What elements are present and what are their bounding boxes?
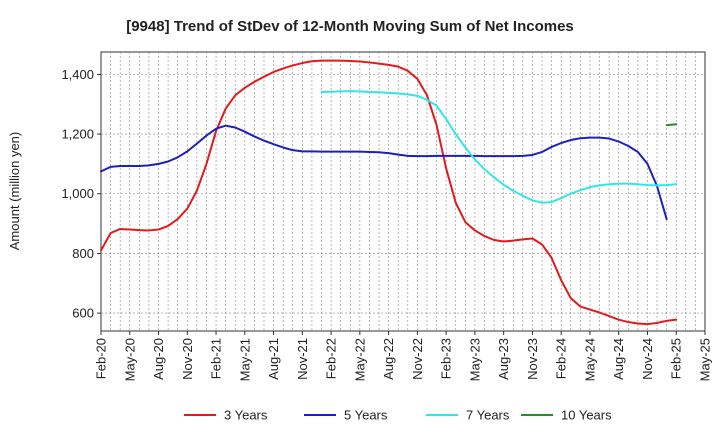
x-tick-label: Aug-23 xyxy=(496,338,511,380)
plot-border xyxy=(100,51,706,332)
legend: 3 Years 5 Years 7 Years 10 Years xyxy=(184,408,612,423)
series-line-7-years xyxy=(320,90,678,204)
y-tick-label: 1,400 xyxy=(61,67,94,82)
series-line-3-years xyxy=(100,59,678,326)
x-tick-label: May-22 xyxy=(352,338,367,381)
legend-label-3-years: 3 Years xyxy=(224,408,268,423)
x-tick-label: May-20 xyxy=(122,338,137,381)
y-axis-ticks: 600 800 1,000 1,200 1,400 xyxy=(61,67,101,321)
x-tick-label: Feb-20 xyxy=(94,338,109,379)
x-tick-label: Nov-22 xyxy=(410,338,425,380)
y-tick-label: 1,200 xyxy=(61,127,94,142)
x-tick-label: May-21 xyxy=(237,338,252,381)
x-tick-label: Nov-24 xyxy=(640,338,655,380)
legend-label-7-years: 7 Years xyxy=(466,408,510,423)
x-tick-label: May-24 xyxy=(582,338,597,381)
plot-area xyxy=(100,51,706,332)
y-tick-label: 800 xyxy=(72,246,94,261)
chart-title: [9948] Trend of StDev of 12-Month Moving… xyxy=(126,18,574,35)
x-tick-label: Aug-24 xyxy=(611,338,626,380)
legend-label-10-years: 10 Years xyxy=(561,408,612,423)
x-tick-label: Nov-20 xyxy=(180,338,195,380)
x-tick-label: Feb-25 xyxy=(669,338,684,379)
x-tick-label: Nov-21 xyxy=(295,338,310,380)
y-axis-label: Amount (million yen) xyxy=(7,132,22,251)
x-tick-label: May-23 xyxy=(467,338,482,381)
x-tick-label: Aug-20 xyxy=(151,338,166,380)
series-line-5-years xyxy=(100,124,668,221)
series-lines xyxy=(100,59,678,326)
x-tick-label: Feb-22 xyxy=(324,338,339,379)
series-line-10-years xyxy=(665,123,678,127)
x-tick-label: Aug-22 xyxy=(381,338,396,380)
x-tick-label: Nov-23 xyxy=(525,338,540,380)
x-tick-label: Feb-23 xyxy=(439,338,454,379)
x-tick-label: Feb-21 xyxy=(209,338,224,379)
y-tick-label: 1,000 xyxy=(61,186,94,201)
x-tick-label: Aug-21 xyxy=(266,338,281,380)
x-tick-label: Feb-24 xyxy=(554,338,569,379)
y-tick-label: 600 xyxy=(72,306,94,321)
grid xyxy=(101,52,705,331)
x-axis-ticks: Feb-20 May-20 Aug-20 Nov-20 Feb-21 May-21 Aug-… xyxy=(94,331,713,381)
x-tick-label: May-25 xyxy=(698,338,713,381)
legend-label-5-years: 5 Years xyxy=(344,408,388,423)
